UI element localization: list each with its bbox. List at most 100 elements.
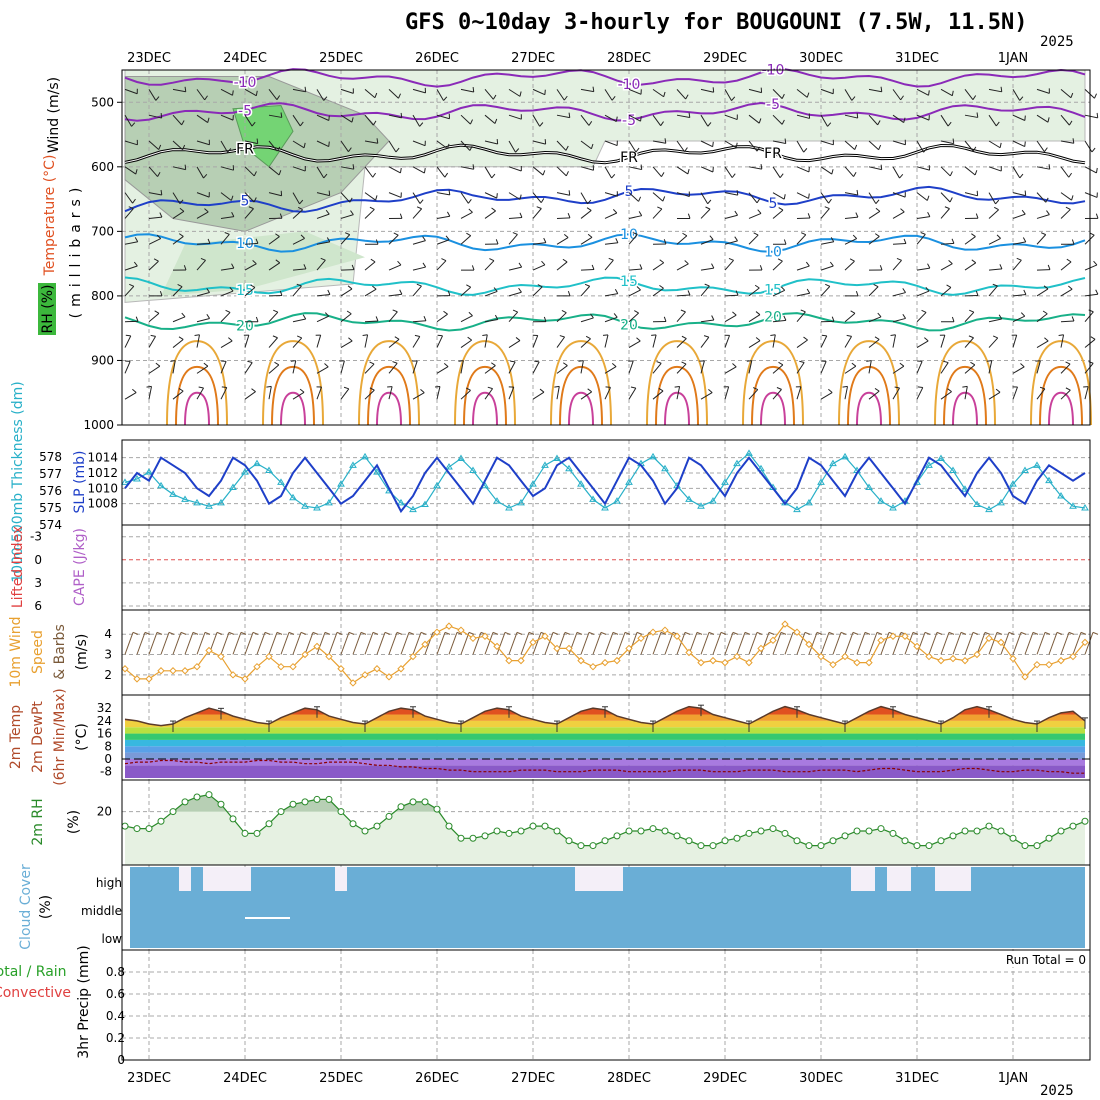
wind-barb xyxy=(700,336,710,348)
wind-barb-flag xyxy=(248,206,254,210)
wind-barb xyxy=(316,140,329,148)
surface-wind-barb xyxy=(496,632,506,655)
wind-barb xyxy=(172,390,184,400)
wind-barb-flag xyxy=(482,334,488,337)
wind-barb-flag xyxy=(921,309,927,313)
rh-point xyxy=(757,827,765,835)
temp-tick-label: -8 xyxy=(100,765,112,779)
wind-barb xyxy=(220,233,230,245)
wind-barb xyxy=(580,391,592,400)
wind-barb xyxy=(580,338,591,348)
wind-barb-flag xyxy=(998,314,1003,320)
wind-barb-flag xyxy=(466,284,471,288)
wind-barb xyxy=(436,140,448,150)
wind-barb-flag xyxy=(688,112,691,118)
wind-barb xyxy=(364,320,379,323)
wind-tick-label: 4 xyxy=(104,627,112,641)
surface-wind-barb xyxy=(904,632,914,655)
lifted-index-tick-label: -3 xyxy=(30,530,42,544)
surface-wind-barb xyxy=(952,632,962,655)
thickness-line xyxy=(124,452,1086,511)
wind-barb-flag xyxy=(155,96,160,101)
cloud-level-label: high xyxy=(96,876,122,890)
wind-barb xyxy=(340,340,353,348)
wind-barb xyxy=(796,192,809,199)
wind-barb xyxy=(388,386,393,400)
contour-label: 10 xyxy=(764,245,782,261)
rh-point xyxy=(301,798,309,806)
wind-barb xyxy=(364,261,376,271)
panel-frame-thickness xyxy=(121,439,1091,526)
surface-wind-barb-flag xyxy=(768,631,775,635)
wind-barb-flag xyxy=(280,112,283,118)
surface-wind-barb-flag xyxy=(204,631,211,635)
wind-barb-flag xyxy=(157,172,161,177)
wind-barb-flag xyxy=(468,208,473,213)
surface-wind-barb xyxy=(508,632,518,655)
wind-barb-flag xyxy=(777,258,783,262)
wind-barb-flag xyxy=(846,334,852,337)
wind-barb xyxy=(748,140,758,152)
wind-barb-flag xyxy=(490,362,496,366)
wind-barb xyxy=(268,262,281,271)
rh-point xyxy=(289,800,297,808)
wind-barb xyxy=(124,192,133,204)
wind-barb-flag xyxy=(372,285,377,290)
surface-wind-barb-flag xyxy=(828,631,835,635)
wind-barb xyxy=(484,388,493,400)
wind-barb-flag xyxy=(472,87,475,93)
thickness-point xyxy=(1021,466,1029,473)
wind-barb xyxy=(580,236,593,245)
wind-barb-flag xyxy=(587,388,592,393)
rh-shading-30b xyxy=(161,231,365,296)
wind-barb xyxy=(772,166,781,178)
wind-barb xyxy=(556,114,570,119)
wind-barb-flag xyxy=(615,238,619,244)
wind-barb-flag xyxy=(567,212,571,219)
wind-barb-flag xyxy=(183,265,187,271)
wind-barb xyxy=(460,390,471,400)
wind-barb xyxy=(1060,334,1065,348)
wind-speed-point xyxy=(709,656,717,665)
rh-point xyxy=(637,827,645,835)
wind-barb xyxy=(268,236,280,245)
slp-line xyxy=(124,456,1086,514)
rh-point xyxy=(877,825,885,833)
wind-barb xyxy=(1012,140,1025,148)
wind-barb xyxy=(700,239,714,245)
wind-barb xyxy=(868,316,882,323)
warm-contour xyxy=(952,391,978,426)
thickness-point xyxy=(733,459,741,467)
rh-point xyxy=(853,827,861,835)
wind-barb-flag xyxy=(831,169,834,175)
wind-barb xyxy=(1036,166,1050,170)
wind-barb-flag xyxy=(327,289,331,295)
wind-barb-flag xyxy=(968,335,974,339)
wind-barb xyxy=(340,88,354,94)
warm-contour xyxy=(184,391,210,426)
temperature-band xyxy=(125,720,1085,728)
wind-barb xyxy=(580,114,590,126)
wind-barb xyxy=(532,166,544,176)
surface-wind-barb xyxy=(1072,632,1082,655)
warm-contour xyxy=(664,391,690,426)
contour-label: -5 xyxy=(766,97,780,113)
wind-barb xyxy=(1084,293,1098,297)
surface-wind-barb xyxy=(172,632,182,655)
thickness-point xyxy=(397,498,405,506)
wind-barb xyxy=(628,360,634,374)
surface-wind-barb xyxy=(580,632,590,655)
surface-wind-barb-flag xyxy=(852,631,859,635)
wind-barb-flag xyxy=(494,314,499,320)
wind-barb-flag xyxy=(970,361,976,366)
wind-barb-flag xyxy=(132,388,137,393)
wind-barb-flag xyxy=(348,337,353,342)
wind-barb-flag xyxy=(159,212,163,218)
rh-point xyxy=(205,791,213,799)
wind-barb-flag xyxy=(446,211,451,217)
wind-barb-flag xyxy=(781,119,785,125)
wind-barb-flag xyxy=(470,119,473,125)
wind-barb xyxy=(1060,261,1072,271)
wind-barb xyxy=(220,361,227,374)
wind-barb-flag xyxy=(899,362,905,367)
